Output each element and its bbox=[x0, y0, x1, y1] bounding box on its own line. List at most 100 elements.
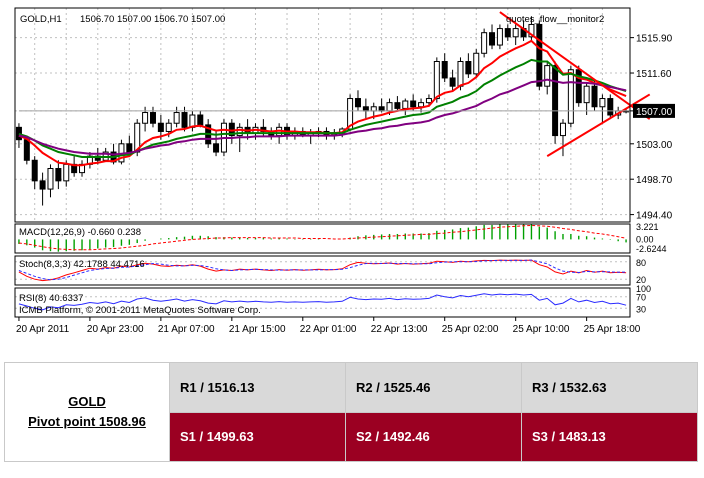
x-tick-label: 20 Apr 2011 bbox=[16, 324, 70, 335]
rsi-label: RSI(8) 40.6337 bbox=[19, 293, 83, 304]
rsi-line bbox=[18, 293, 627, 311]
y-tick-label: 1503.00 bbox=[636, 140, 673, 151]
candle-body bbox=[496, 28, 503, 46]
candle-body bbox=[63, 163, 70, 182]
candle-body bbox=[504, 28, 511, 38]
candle-body bbox=[433, 61, 440, 100]
symbol-cell: GOLD Pivot point 1508.96 bbox=[4, 362, 170, 462]
x-tick-label: 25 Apr 02:00 bbox=[442, 324, 499, 335]
candle-body bbox=[536, 23, 543, 87]
candle-body bbox=[418, 102, 425, 108]
y-tick-label: 1494.40 bbox=[636, 211, 673, 222]
candle-body bbox=[394, 102, 401, 109]
s3-cell: S3 / 1483.13 bbox=[521, 411, 698, 462]
moving-average-line bbox=[18, 78, 627, 156]
panel-frame-stoch bbox=[14, 255, 631, 286]
x-axis-labels: 20 Apr 2011 20 Apr 23:00 21 Apr 07:00 21 Ap… bbox=[16, 317, 641, 335]
r3-cell: R3 / 1532.63 bbox=[521, 362, 698, 413]
y-tick-label: 1498.70 bbox=[636, 175, 673, 186]
ohlc-header: 1506.70 1507.00 1506.70 1507.00 bbox=[80, 14, 225, 25]
x-tick-label: 25 Apr 18:00 bbox=[584, 324, 641, 335]
candle-body bbox=[157, 122, 164, 132]
y-tick-label: 1511.60 bbox=[636, 69, 672, 80]
y-axis-labels: 1515.90 1511.60 1507.00 1503.00 1498.70 1494.… bbox=[630, 34, 675, 314]
candle-body bbox=[552, 65, 559, 137]
x-tick-label: 21 Apr 07:00 bbox=[158, 324, 215, 335]
candle-body bbox=[142, 112, 149, 124]
candle-body bbox=[441, 61, 448, 79]
stoch-tick-label: 80 bbox=[636, 258, 646, 268]
rsi-tick-label: 100 bbox=[636, 284, 651, 294]
candle-body bbox=[544, 65, 551, 87]
pivot-table: GOLD Pivot point 1508.96 R1 / 1516.13 R2… bbox=[4, 362, 698, 462]
candle-body bbox=[512, 28, 519, 38]
candle-body bbox=[425, 98, 432, 104]
candle-body bbox=[47, 168, 54, 190]
candle-body bbox=[149, 112, 156, 124]
candle-body bbox=[370, 106, 377, 112]
macd-tick-label: -2.6244 bbox=[636, 244, 667, 254]
copyright-text: ICMB Platform, © 2001-2011 MetaQuotes So… bbox=[19, 305, 261, 316]
symbol-link[interactable]: GOLD bbox=[68, 394, 106, 409]
candle-body bbox=[354, 98, 361, 108]
panel-frames bbox=[14, 7, 631, 318]
candle-body bbox=[181, 112, 188, 128]
x-tick-label: 20 Apr 23:00 bbox=[87, 324, 144, 335]
candle-body bbox=[197, 114, 204, 126]
chart-svg: 1515.90 1511.60 1507.00 1503.00 1498.70 1494.… bbox=[14, 7, 675, 335]
s2-cell: S2 / 1492.46 bbox=[345, 411, 522, 462]
chart-area: 1515.90 1511.60 1507.00 1503.00 1498.70 1494.… bbox=[14, 7, 675, 335]
x-tick-label: 21 Apr 15:00 bbox=[229, 324, 286, 335]
candle-body bbox=[465, 61, 472, 75]
pivot-point-link[interactable]: Pivot point 1508.96 bbox=[28, 414, 146, 429]
r1-cell: R1 / 1516.13 bbox=[169, 362, 346, 413]
candle-body bbox=[575, 69, 582, 104]
x-tick-label: 25 Apr 10:00 bbox=[513, 324, 570, 335]
rsi-tick-label: 70 bbox=[636, 293, 646, 303]
candle-body bbox=[591, 85, 598, 108]
macd-tick-label: 3.221 bbox=[636, 222, 659, 232]
chart-title: GOLD,H1 bbox=[20, 14, 62, 25]
macd-label: MACD(12,26,9) -0.660 0.238 bbox=[19, 227, 141, 238]
candle-body bbox=[528, 23, 535, 38]
candle-body bbox=[402, 100, 409, 109]
candle-body bbox=[449, 77, 456, 87]
candle-body bbox=[607, 98, 614, 116]
candle-body bbox=[599, 98, 606, 108]
s1-cell: S1 / 1499.63 bbox=[169, 411, 346, 462]
stoch-series bbox=[15, 259, 630, 282]
candle-body bbox=[173, 112, 180, 124]
candle-body bbox=[410, 100, 417, 108]
x-tick-label: 22 Apr 13:00 bbox=[371, 324, 428, 335]
candle-body bbox=[39, 180, 46, 190]
macd-tick-label: 0.00 bbox=[636, 234, 654, 244]
candle-body bbox=[236, 126, 243, 137]
moving-average-line bbox=[18, 58, 627, 158]
candle-body bbox=[386, 102, 393, 112]
trendline bbox=[546, 93, 651, 158]
panel-frame-rsi bbox=[14, 287, 631, 318]
candle-body bbox=[473, 52, 480, 75]
candle-body bbox=[378, 106, 385, 112]
y-tick-label: 1515.90 bbox=[636, 34, 673, 45]
stoch-signal-line bbox=[18, 259, 627, 281]
macd-signal-line bbox=[18, 224, 627, 251]
candle-body bbox=[23, 139, 30, 161]
support-row: S1 / 1499.63 S2 / 1492.46 S3 / 1483.13 bbox=[5, 411, 698, 462]
x-tick-label: 22 Apr 01:00 bbox=[300, 324, 357, 335]
candle-body bbox=[213, 143, 220, 153]
candle-body bbox=[165, 122, 172, 132]
candle-body bbox=[559, 122, 566, 137]
r2-cell: R2 / 1525.46 bbox=[345, 362, 522, 413]
panel-frame-macd bbox=[14, 223, 631, 254]
current-price-label: 1507.00 bbox=[636, 107, 673, 118]
trendline bbox=[499, 11, 651, 120]
macd-series bbox=[18, 224, 627, 252]
candle-body bbox=[481, 32, 488, 54]
watermark: quotes_flow__monitor2 bbox=[506, 14, 604, 25]
rsi-tick-label: 30 bbox=[636, 304, 646, 314]
candle-body bbox=[362, 106, 369, 112]
candle-body bbox=[583, 85, 590, 104]
candle-body bbox=[489, 32, 496, 46]
current-price-box bbox=[633, 103, 675, 118]
